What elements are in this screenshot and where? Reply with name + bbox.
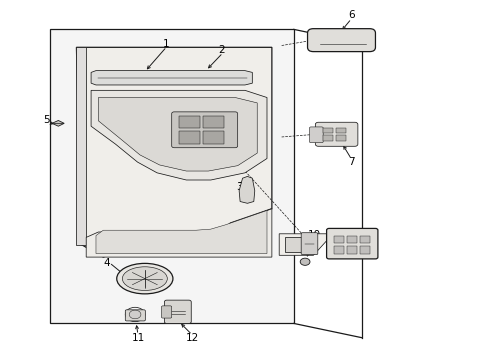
- Polygon shape: [52, 121, 64, 126]
- Bar: [347, 235, 357, 243]
- Bar: [360, 246, 369, 253]
- Polygon shape: [285, 237, 304, 252]
- FancyBboxPatch shape: [308, 29, 375, 51]
- Polygon shape: [86, 209, 272, 257]
- Bar: [323, 128, 333, 134]
- Bar: [203, 131, 224, 144]
- Bar: [179, 131, 199, 144]
- Bar: [347, 246, 357, 253]
- Polygon shape: [98, 98, 257, 171]
- Bar: [360, 235, 369, 243]
- Bar: [336, 135, 345, 140]
- Text: 1: 1: [163, 39, 169, 49]
- Ellipse shape: [122, 267, 167, 291]
- Bar: [203, 116, 224, 128]
- Polygon shape: [76, 47, 272, 257]
- Polygon shape: [96, 211, 267, 253]
- Text: 4: 4: [104, 258, 111, 268]
- FancyBboxPatch shape: [161, 306, 172, 318]
- Polygon shape: [239, 176, 255, 203]
- Text: 5: 5: [43, 115, 49, 125]
- Bar: [179, 116, 199, 128]
- FancyBboxPatch shape: [164, 300, 191, 323]
- Bar: [323, 135, 333, 140]
- Polygon shape: [91, 71, 252, 85]
- FancyBboxPatch shape: [316, 122, 358, 146]
- Text: 11: 11: [131, 333, 145, 343]
- Ellipse shape: [117, 264, 173, 294]
- Text: 7: 7: [348, 157, 355, 167]
- Text: 6: 6: [348, 10, 355, 20]
- Text: 3: 3: [236, 182, 243, 192]
- FancyBboxPatch shape: [327, 228, 378, 259]
- FancyBboxPatch shape: [172, 112, 238, 148]
- Text: 9: 9: [354, 250, 361, 260]
- Text: 2: 2: [219, 45, 225, 55]
- Circle shape: [300, 258, 310, 265]
- Text: 8: 8: [294, 245, 300, 255]
- Polygon shape: [76, 47, 86, 244]
- Polygon shape: [91, 90, 267, 180]
- Circle shape: [129, 310, 141, 319]
- FancyBboxPatch shape: [310, 127, 323, 143]
- Bar: [334, 246, 344, 253]
- Bar: [336, 128, 345, 134]
- FancyBboxPatch shape: [125, 310, 146, 321]
- Polygon shape: [49, 30, 294, 323]
- Bar: [334, 235, 344, 243]
- Polygon shape: [279, 234, 333, 255]
- Text: 10: 10: [308, 230, 321, 240]
- FancyBboxPatch shape: [301, 233, 318, 255]
- Text: 12: 12: [186, 333, 199, 343]
